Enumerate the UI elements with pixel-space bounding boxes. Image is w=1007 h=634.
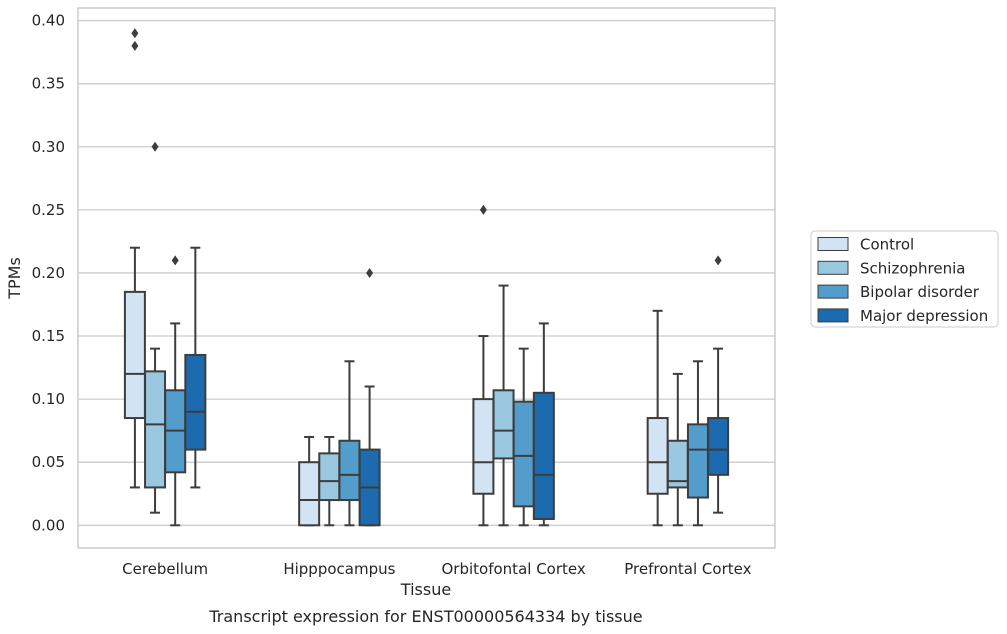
box — [298, 461, 321, 527]
x-axis-label: Tissue — [400, 580, 451, 599]
y-tick-label: 0.30 — [32, 138, 65, 156]
boxes — [123, 28, 730, 527]
box — [144, 370, 167, 489]
box — [338, 439, 361, 502]
legend-label: Bipolar disorder — [860, 283, 980, 301]
y-tick-label: 0.05 — [32, 453, 65, 471]
box-group — [666, 372, 689, 527]
y-tick-label: 0.20 — [32, 264, 65, 282]
box — [184, 353, 207, 451]
y-tick-label: 0.15 — [32, 327, 65, 345]
outlier-point — [479, 204, 487, 215]
box-group — [318, 435, 341, 527]
x-axis-ticks: Cerebellum Hipppocampus Orbitofontal Corte… — [122, 560, 751, 578]
box-group — [338, 360, 361, 527]
box-group — [686, 360, 709, 527]
y-tick-label: 0.10 — [32, 390, 65, 408]
box-group — [123, 28, 146, 489]
box — [707, 417, 730, 476]
box-group — [164, 255, 187, 527]
legend-label: Major depression — [860, 307, 988, 325]
box-group — [184, 246, 207, 489]
y-tick-label: 0.00 — [32, 516, 65, 534]
legend-frame — [810, 230, 999, 328]
box — [532, 391, 555, 520]
box-group — [298, 435, 321, 527]
x-tick-label: Orbitofontal Cortex — [442, 560, 586, 578]
box — [686, 423, 709, 499]
box-group — [472, 204, 495, 527]
y-axis-ticks: 0.00 0.05 0.10 0.15 0.20 0.25 0.30 0.35 0.40 — [32, 12, 65, 535]
plot-frame — [77, 7, 776, 549]
outlier-point — [366, 267, 374, 278]
box — [472, 398, 495, 495]
outlier-point — [171, 255, 179, 266]
box — [492, 389, 515, 460]
box — [123, 290, 146, 420]
box — [318, 452, 341, 502]
legend: Control Schizophrenia Bipolar disorder Majo… — [810, 230, 999, 328]
legend-swatch — [817, 308, 849, 323]
x-tick-label: Hipppocampus — [283, 560, 395, 578]
y-tick-label: 0.25 — [32, 201, 65, 219]
y-axis-label: TPMs — [5, 257, 24, 300]
box — [512, 400, 535, 508]
outlier-point — [131, 40, 139, 51]
chart-caption: Transcript expression for ENST0000056433… — [208, 607, 642, 626]
legend-swatch — [817, 237, 849, 251]
outlier-point — [131, 28, 139, 39]
box-group — [707, 255, 730, 514]
outlier-point — [714, 255, 722, 266]
y-tick-label: 0.35 — [32, 75, 65, 93]
legend-swatch — [817, 260, 849, 275]
box-group — [512, 347, 535, 527]
legend-label: Schizophrenia — [860, 259, 965, 277]
outlier-point — [151, 141, 159, 152]
box — [646, 417, 669, 495]
legend-label: Control — [860, 236, 914, 254]
box-group — [358, 267, 381, 527]
legend-swatch — [817, 284, 849, 299]
x-tick-label: Cerebellum — [122, 560, 208, 578]
box-group — [492, 284, 515, 527]
box-group — [144, 141, 167, 514]
x-tick-label: Prefrontal Cortex — [624, 560, 751, 578]
box-group — [532, 322, 555, 527]
y-tick-label: 0.40 — [32, 12, 65, 30]
box-group — [646, 309, 669, 527]
